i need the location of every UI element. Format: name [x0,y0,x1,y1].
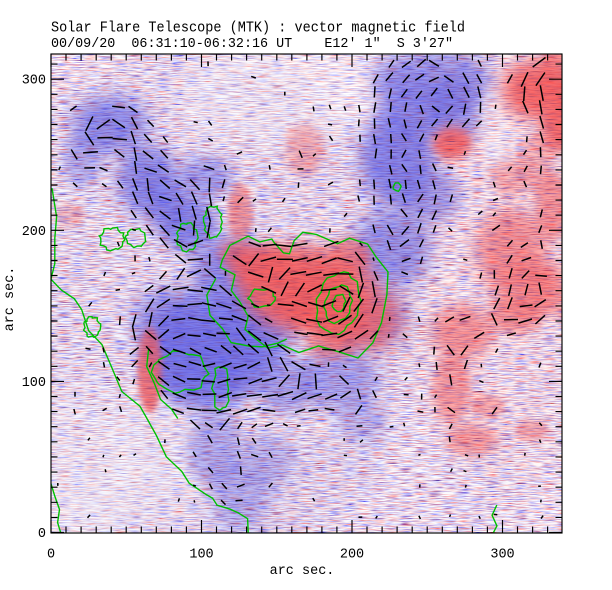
svg-text:300: 300 [22,74,46,89]
svg-text:200: 200 [22,225,46,240]
svg-text:100: 100 [22,376,46,391]
svg-text:0: 0 [47,548,55,563]
svg-text:200: 200 [340,548,364,563]
svg-text:00/09/20 06:31:10-06:32:16 UT: 00/09/20 06:31:10-06:32:16 UT E12' 1" S … [51,37,453,52]
svg-text:0: 0 [38,527,46,542]
svg-text:arc sec.: arc sec. [270,564,335,579]
svg-text:arc sec.: arc sec. [3,267,18,332]
svg-text:100: 100 [189,548,213,563]
svg-text:Solar Flare Telescope (MTK) :: Solar Flare Telescope (MTK) : vector mag… [51,21,465,37]
svg-text:300: 300 [490,548,514,563]
